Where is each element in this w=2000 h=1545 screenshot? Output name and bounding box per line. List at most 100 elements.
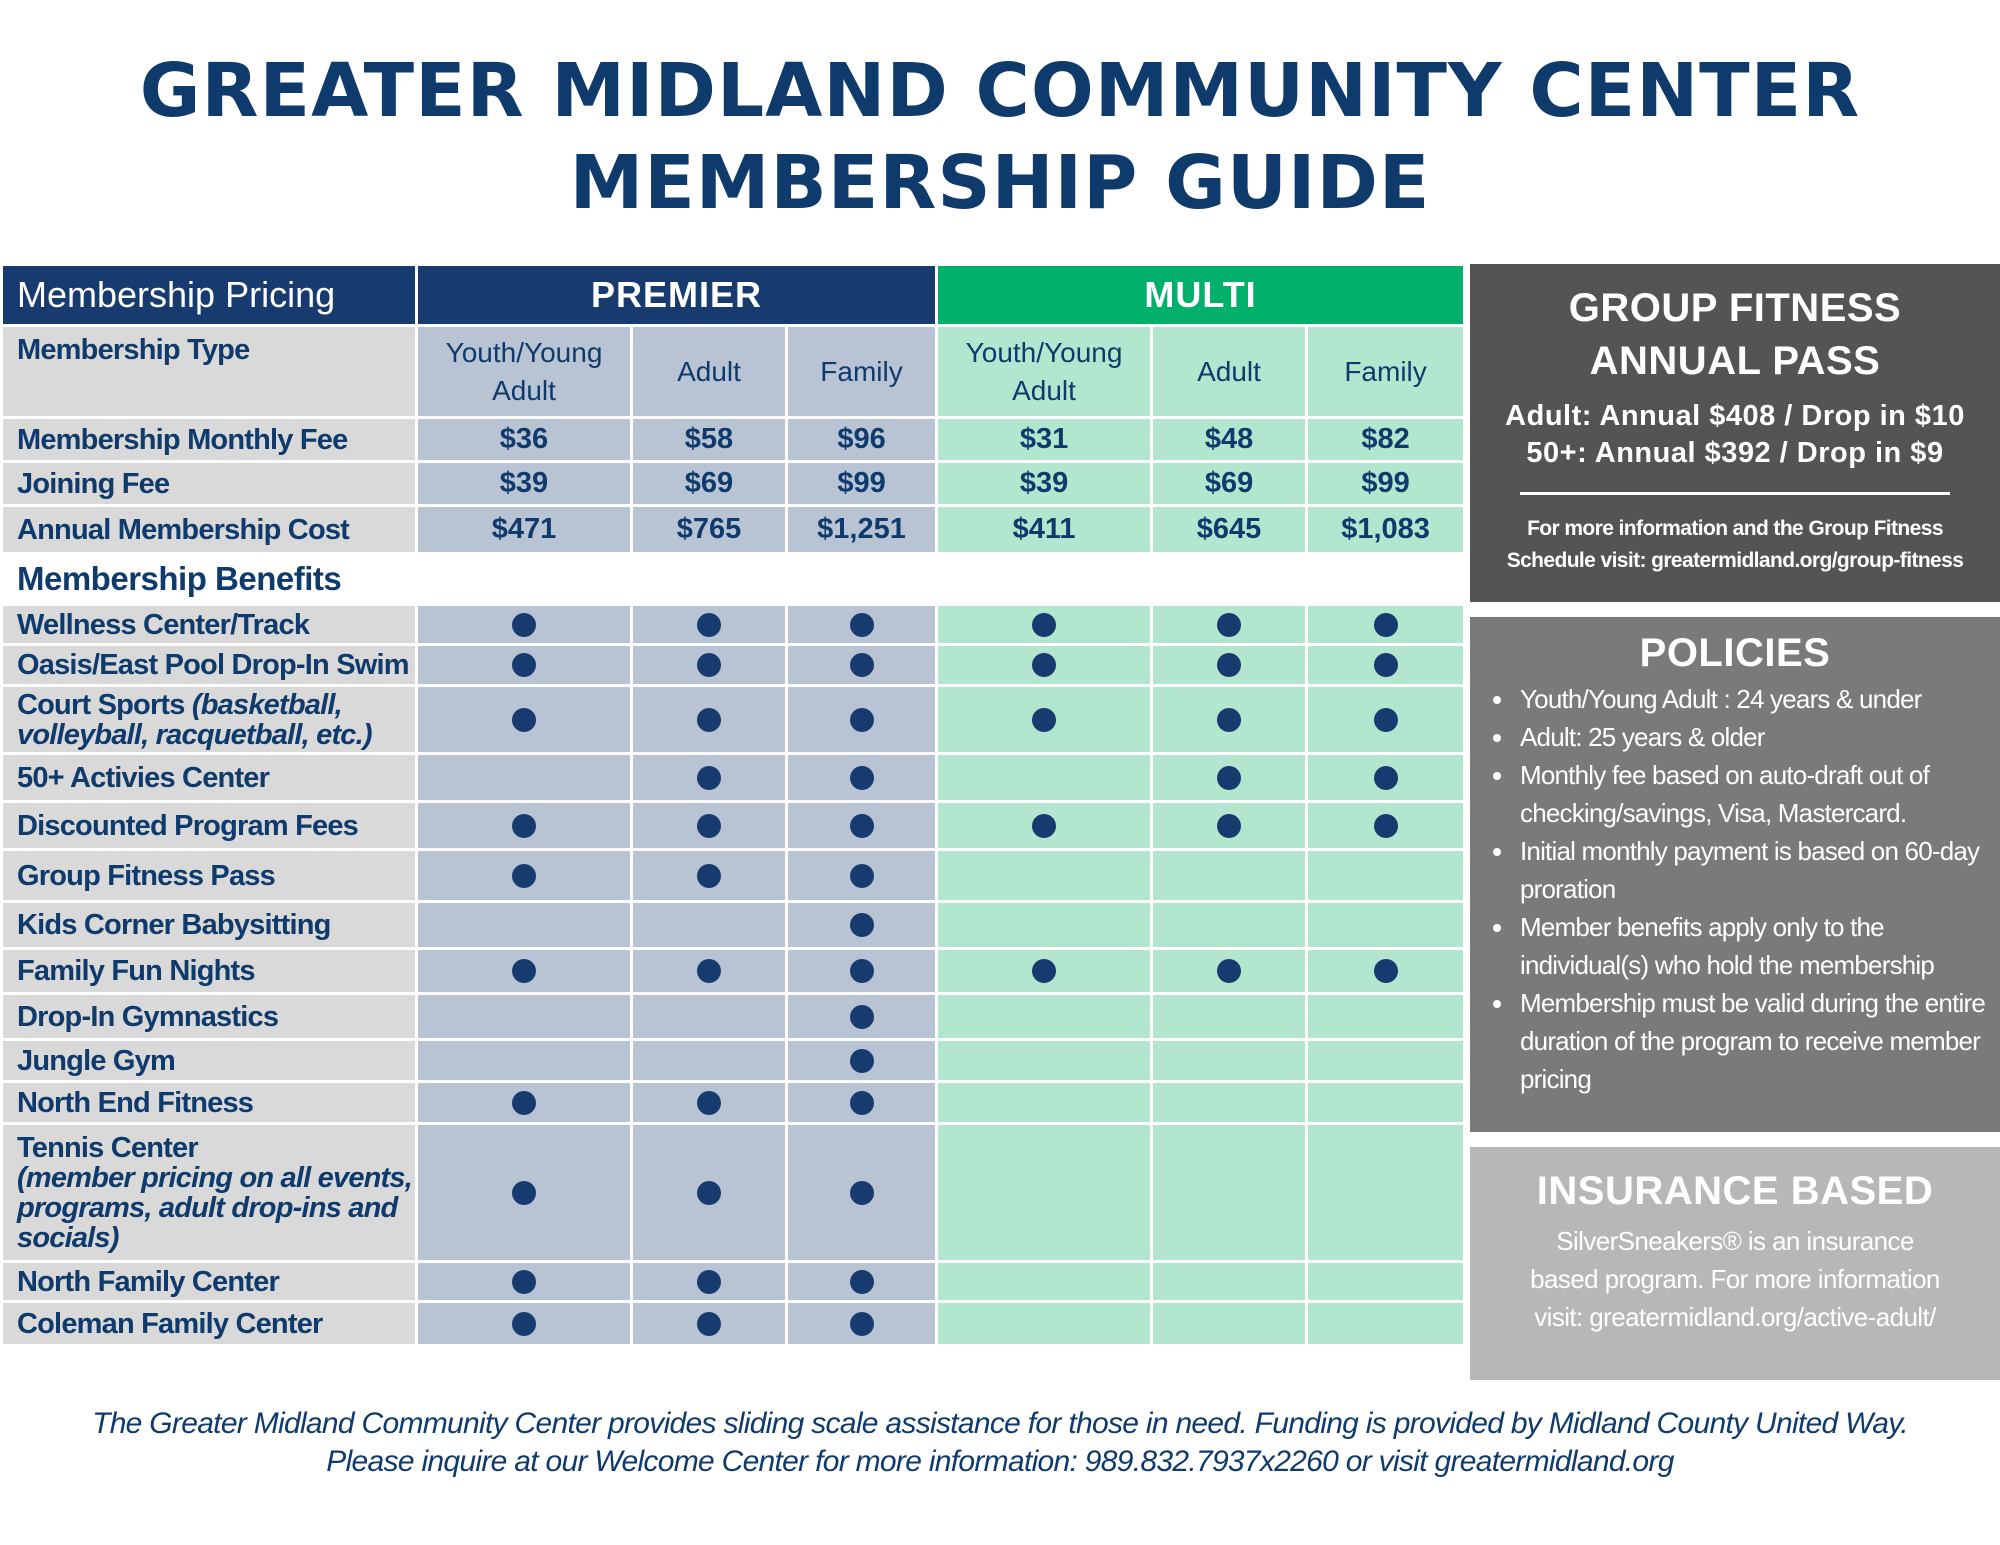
included-dot-icon — [849, 612, 874, 637]
price-cell: $1,251 — [784, 504, 939, 555]
benefit-cell — [1150, 1080, 1309, 1125]
policy-item: Member benefits apply only to the indivi… — [1516, 908, 2000, 984]
benefit-cell — [630, 643, 788, 687]
included-dot-icon — [1373, 707, 1398, 732]
benefit-cell — [1305, 1260, 1467, 1303]
insurance-panel: INSURANCE BASED SilverSneakers® is an in… — [1470, 1147, 2000, 1380]
membership-type-row: Membership Type Youth/Young Adult Adult … — [0, 324, 1467, 419]
included-dot-icon — [512, 653, 536, 677]
benefit-row: Discounted Program Fees — [0, 800, 1467, 851]
benefit-cell — [1305, 947, 1467, 995]
benefit-cell — [935, 684, 1154, 755]
group-fitness-panel: GROUP FITNESS ANNUAL PASS Adult: Annual … — [1470, 264, 2000, 602]
benefit-cell — [784, 684, 939, 755]
benefit-name: Drop-In Gymnastics — [17, 1000, 279, 1033]
included-dot-icon — [1373, 653, 1398, 677]
included-dot-icon — [849, 863, 874, 888]
benefit-cell — [630, 603, 788, 646]
benefit-row: North Family Center — [0, 1260, 1467, 1303]
benefit-cell — [415, 947, 633, 995]
benefit-cell — [1305, 1080, 1467, 1125]
included-dot-icon — [697, 707, 721, 732]
column-header-premier-family: Family — [784, 324, 939, 419]
benefit-cell — [415, 800, 633, 851]
benefit-cell — [415, 848, 633, 903]
benefit-name: Jungle Gym — [17, 1044, 176, 1077]
column-header-multi-family: Family — [1305, 324, 1467, 419]
membership-table: Membership Pricing PREMIER MULTI Members… — [0, 263, 1467, 1347]
benefit-cell — [935, 752, 1154, 803]
benefit-cell — [415, 1038, 633, 1083]
benefit-name: Discounted Program Fees — [17, 809, 359, 842]
benefit-cell — [1305, 752, 1467, 803]
benefit-cell — [1150, 1122, 1309, 1263]
benefit-cell — [935, 1300, 1154, 1347]
benefit-cell — [784, 1038, 939, 1083]
benefit-cell — [935, 1260, 1154, 1303]
benefit-row: Group Fitness Pass — [0, 848, 1467, 903]
included-dot-icon — [697, 813, 721, 838]
included-dot-icon — [697, 612, 721, 637]
price-cell: $96 — [784, 416, 939, 463]
membership-benefits-header: Membership Benefits — [0, 552, 418, 606]
benefit-cell — [1150, 1260, 1309, 1303]
included-dot-icon — [512, 959, 536, 983]
benefit-cell — [784, 1080, 939, 1125]
included-dot-icon — [1032, 959, 1057, 983]
included-dot-icon — [1217, 707, 1242, 732]
benefit-cell — [630, 900, 788, 950]
benefit-row: Kids Corner Babysitting — [0, 900, 1467, 950]
column-header-multi-youth: Youth/Young Adult — [935, 324, 1154, 419]
benefit-cell — [784, 603, 939, 646]
price-cell: $69 — [1150, 460, 1309, 507]
included-dot-icon — [697, 1090, 721, 1115]
included-dot-icon — [849, 653, 874, 677]
adult-pass-price: Adult: Annual $408 / Drop in $10 — [1505, 400, 1965, 432]
included-dot-icon — [1373, 813, 1398, 838]
benefit-cell — [415, 900, 633, 950]
benefit-cell — [935, 1080, 1154, 1125]
benefit-cell — [1305, 900, 1467, 950]
price-cell: $82 — [1305, 416, 1467, 463]
benefit-cell — [784, 752, 939, 803]
included-dot-icon — [697, 959, 721, 983]
benefit-label-cell: Drop-In Gymnastics — [0, 992, 418, 1041]
policies-list: Youth/Young Adult : 24 years & underAdul… — [1470, 680, 2000, 1098]
benefit-cell — [630, 848, 788, 903]
benefit-cell — [935, 603, 1154, 646]
included-dot-icon — [697, 1269, 721, 1294]
price-cell: $39 — [935, 460, 1154, 507]
benefit-cell — [415, 1122, 633, 1263]
price-cell: $411 — [935, 504, 1154, 555]
benefit-label-cell: North Family Center — [0, 1260, 418, 1303]
included-dot-icon — [849, 1090, 874, 1115]
benefit-label-cell: Oasis/East Pool Drop-In Swim — [0, 643, 418, 687]
included-dot-icon — [849, 1269, 874, 1294]
benefit-cell — [1305, 603, 1467, 646]
benefit-row: Drop-In Gymnastics — [0, 992, 1467, 1041]
senior-pass-price: 50+: Annual $392 / Drop in $9 — [1526, 437, 1944, 469]
benefit-name: Family Fun Nights — [17, 955, 256, 987]
benefit-cell — [935, 992, 1154, 1041]
price-cell: $58 — [630, 416, 788, 463]
included-dot-icon — [1217, 813, 1242, 838]
price-cell: $1,083 — [1305, 504, 1467, 555]
included-dot-icon — [512, 1090, 536, 1115]
benefit-cell — [415, 1080, 633, 1125]
benefit-cell — [784, 848, 939, 903]
policies-heading: POLICIES — [1639, 631, 1831, 675]
benefit-cell — [935, 947, 1154, 995]
included-dot-icon — [1032, 653, 1057, 677]
price-cell: $99 — [1305, 460, 1467, 507]
included-dot-icon — [849, 1048, 874, 1073]
included-dot-icon — [697, 765, 721, 790]
benefit-cell — [935, 643, 1154, 687]
included-dot-icon — [1217, 653, 1242, 677]
included-dot-icon — [849, 1311, 874, 1336]
included-dot-icon — [849, 913, 874, 937]
benefit-cell — [784, 1300, 939, 1347]
pricing-row: Annual Membership Cost $471 $765 $1,251 $411… — [0, 504, 1467, 555]
policy-item: Membership must be valid during the enti… — [1516, 984, 2000, 1098]
price-cell: $765 — [630, 504, 788, 555]
benefit-cell — [784, 1122, 939, 1263]
